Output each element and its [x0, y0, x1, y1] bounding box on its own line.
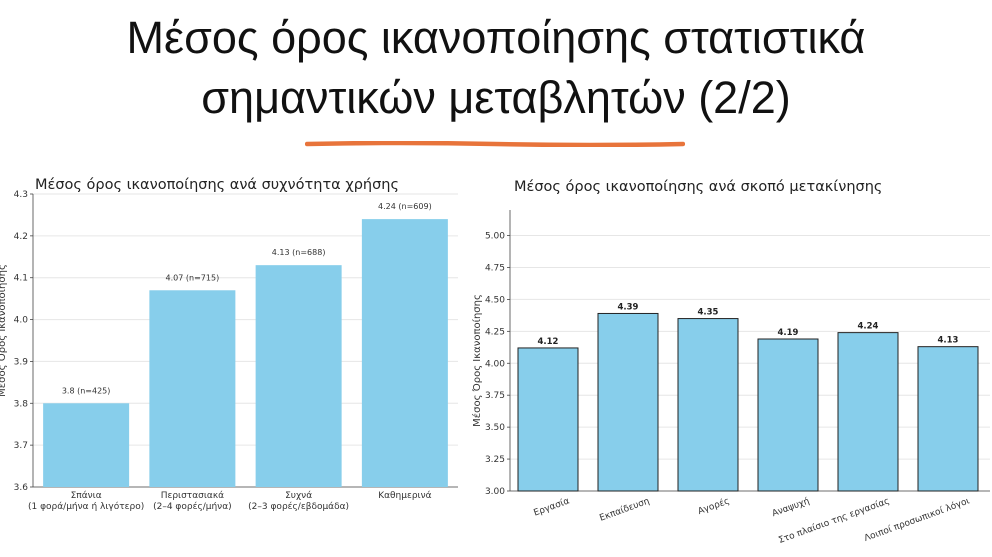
data-label: 4.13 (n=688) [272, 248, 326, 257]
y-tick-label: 3.25 [485, 455, 505, 465]
data-label: 4.13 [938, 336, 959, 346]
data-label: 4.19 [778, 328, 799, 338]
bar [917, 346, 979, 492]
y-tick-label: 4.75 [485, 263, 505, 273]
data-label: 4.24 [858, 322, 879, 332]
y-axis-label: Μέσος Όρος Ικανοποίησης [471, 294, 483, 427]
title-underline-stroke [305, 141, 685, 147]
chart-frequency: Μέσος όρος ικανοποίησης ανά συχνότητα χρ… [0, 177, 458, 512]
y-tick-label: 3.9 [14, 357, 29, 367]
y-tick-label: 3.00 [485, 487, 505, 497]
bar [43, 403, 130, 487]
y-tick-label: 5.00 [485, 232, 505, 242]
x-tick-label: Αναψυχή [771, 496, 811, 519]
bar [361, 219, 448, 487]
slide-title: Μέσος όρος ικανοποίησης στατιστικά σημαν… [0, 8, 992, 128]
x-tick-label: Αγορές [696, 495, 731, 517]
data-label: 4.24 (n=609) [378, 202, 432, 211]
x-tick-label: Συχνά [285, 491, 312, 501]
x-tick-label: (2–3 φορές/εβδομάδα) [248, 501, 349, 512]
bar [517, 347, 579, 492]
data-label: 4.07 (n=715) [166, 273, 220, 282]
x-tick-label: Σπάνια [71, 491, 102, 501]
x-tick-label: Περιστασιακά [161, 491, 224, 501]
bar [149, 290, 236, 487]
y-tick-label: 4.00 [485, 359, 505, 369]
y-tick-label: 3.75 [485, 391, 505, 401]
data-label: 3.8 (n=425) [62, 386, 111, 395]
x-tick-label: Στο πλαίσιο της εργασίας [777, 496, 891, 546]
bar [255, 265, 342, 487]
bar [837, 332, 899, 492]
chart-title: Μέσος όρος ικανοποίησης ανά συχνότητα χρ… [35, 177, 399, 193]
y-tick-label: 4.25 [485, 327, 505, 337]
x-tick-label: Λοιποί προσωπικοί λόγοι [863, 495, 971, 543]
bar [677, 318, 739, 492]
y-tick-label: 4.50 [485, 295, 505, 305]
x-tick-label: Εκπαίδευση [598, 496, 651, 523]
data-label: 4.39 [618, 302, 639, 312]
chart-title: Μέσος όρος ικανοποίησης ανά σκοπό μετακί… [514, 179, 882, 195]
y-axis-label: Μέσος Όρος Ικανοποίησης [0, 264, 8, 397]
y-tick-label: 3.50 [485, 423, 505, 433]
y-tick-label: 4.3 [14, 190, 28, 200]
x-tick-label: Εργασία [533, 496, 572, 518]
slide-title-line-2: σημαντικών μεταβλητών (2/2) [201, 72, 791, 123]
y-tick-label: 4.2 [14, 232, 28, 242]
y-tick-label: 4.0 [14, 316, 29, 326]
slide-title-line-1: Μέσος όρος ικανοποίησης στατιστικά [126, 12, 866, 63]
bar [597, 312, 659, 492]
y-tick-label: 4.1 [14, 274, 28, 284]
title-underline [305, 141, 685, 147]
x-tick-label: (1 φορά/μήνα ή λιγότερο) [28, 501, 144, 512]
y-tick-label: 3.6 [14, 483, 29, 493]
y-tick-label: 3.7 [14, 441, 28, 451]
bar [757, 338, 819, 492]
x-tick-label: Καθημερινά [378, 491, 431, 501]
y-tick-label: 3.8 [14, 399, 29, 409]
x-tick-label: (2–4 φορές/μήνα) [153, 501, 232, 512]
data-label: 4.12 [538, 337, 559, 347]
data-label: 4.35 [698, 308, 719, 318]
